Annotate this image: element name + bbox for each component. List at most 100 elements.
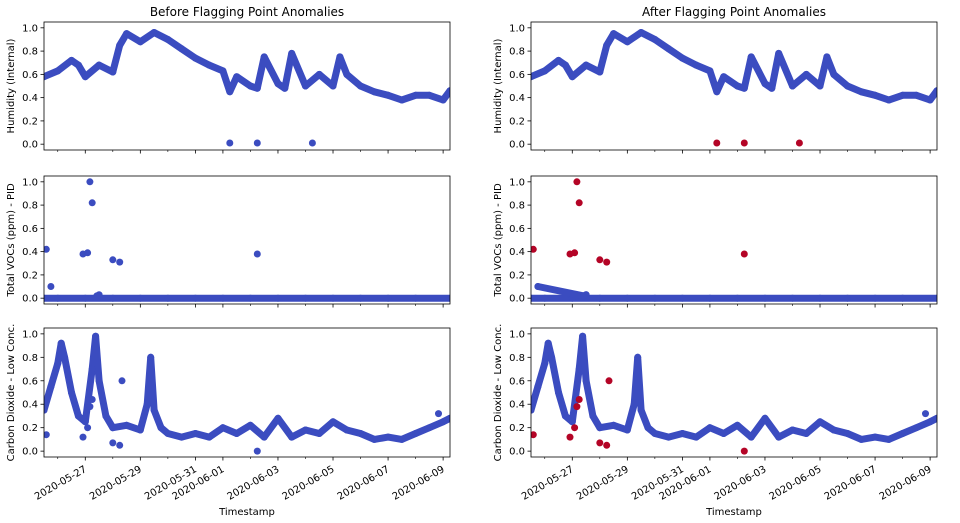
data-point bbox=[150, 29, 158, 36]
data-point bbox=[102, 412, 110, 420]
data-point bbox=[384, 294, 392, 302]
anomaly-point bbox=[86, 403, 94, 411]
anomaly-point bbox=[226, 139, 234, 147]
data-point bbox=[548, 353, 556, 361]
data-point bbox=[164, 294, 172, 302]
anomaly-point bbox=[109, 256, 117, 264]
data-point bbox=[44, 73, 48, 81]
anomaly-point bbox=[88, 199, 96, 207]
data-point bbox=[302, 82, 309, 90]
x-tick-label: 2020-06-07 bbox=[336, 464, 392, 503]
data-point bbox=[74, 412, 82, 420]
data-point bbox=[205, 433, 213, 441]
y-axis-label: Carbon Dioxide - Low Conc. bbox=[6, 324, 17, 462]
data-point bbox=[899, 91, 907, 99]
data-point bbox=[246, 82, 254, 90]
data-point bbox=[274, 80, 282, 88]
data-point bbox=[398, 435, 406, 443]
y-tick-label: 0.2 bbox=[22, 423, 38, 434]
series-group bbox=[44, 178, 450, 302]
data-point bbox=[747, 433, 755, 441]
data-point bbox=[568, 73, 576, 81]
data-point bbox=[678, 294, 686, 302]
data-point bbox=[830, 70, 838, 78]
data-point bbox=[109, 424, 117, 432]
data-point bbox=[439, 418, 447, 426]
data-point bbox=[109, 68, 117, 76]
data-point bbox=[761, 80, 769, 88]
y-tick-label: 0.4 bbox=[509, 400, 525, 411]
data-point bbox=[665, 433, 673, 441]
series-group bbox=[531, 29, 937, 147]
y-tick-label: 0.2 bbox=[509, 270, 525, 281]
y-tick-label: 0.4 bbox=[509, 93, 525, 104]
anomaly-point bbox=[531, 431, 537, 439]
y-tick-label: 0.0 bbox=[509, 447, 525, 458]
anomaly-point bbox=[573, 178, 581, 186]
data-point bbox=[802, 70, 810, 78]
data-point bbox=[191, 294, 199, 302]
anomaly-point bbox=[605, 377, 613, 385]
data-point bbox=[123, 421, 131, 429]
data-point bbox=[274, 414, 282, 422]
anomaly-point bbox=[44, 245, 50, 253]
data-point bbox=[634, 353, 642, 361]
y-tick-label: 0.2 bbox=[22, 116, 38, 127]
data-point bbox=[720, 73, 728, 81]
data-point bbox=[582, 291, 590, 299]
anomaly-point bbox=[84, 424, 92, 432]
data-point bbox=[534, 383, 542, 391]
y-tick-label: 0.8 bbox=[22, 47, 38, 58]
data-point bbox=[147, 353, 155, 361]
data-point bbox=[274, 294, 282, 302]
data-point bbox=[95, 377, 103, 385]
anomaly-point bbox=[573, 403, 581, 411]
data-point bbox=[637, 29, 645, 36]
data-point bbox=[899, 294, 907, 302]
data-point bbox=[747, 53, 755, 61]
data-point bbox=[637, 406, 645, 414]
y-tick-label: 0.6 bbox=[509, 376, 525, 387]
data-point bbox=[315, 430, 323, 437]
anomaly-point bbox=[603, 441, 611, 449]
y-tick-label: 1.0 bbox=[509, 177, 525, 188]
data-point bbox=[109, 294, 117, 302]
data-point bbox=[398, 96, 406, 104]
chart-title: After Flagging Point Anomalies bbox=[642, 5, 826, 19]
y-tick-label: 0.0 bbox=[22, 294, 38, 305]
anomaly-point bbox=[713, 139, 721, 147]
data-point bbox=[789, 82, 796, 90]
x-tick-label: 2020-05-27 bbox=[33, 464, 89, 503]
data-point bbox=[926, 96, 934, 104]
data-point bbox=[544, 339, 552, 347]
data-point bbox=[412, 430, 420, 437]
data-point bbox=[178, 45, 186, 53]
subplot-3: 0.0 0.2 0.4 0.6 0.8 1.0 Total VOCs (ppm) - PID bbox=[6, 175, 451, 308]
anomaly-point bbox=[88, 396, 96, 403]
anomaly-point bbox=[740, 139, 748, 147]
data-point bbox=[740, 84, 748, 92]
data-point bbox=[561, 412, 569, 420]
data-point bbox=[706, 294, 714, 302]
anomaly-point bbox=[575, 396, 583, 403]
y-tick-label: 0.6 bbox=[509, 224, 525, 235]
data-point bbox=[706, 67, 714, 75]
data-point bbox=[288, 49, 296, 57]
data-point bbox=[589, 412, 597, 420]
data-point bbox=[425, 424, 433, 432]
data-point bbox=[123, 30, 131, 38]
data-point bbox=[288, 433, 296, 441]
axes-frame bbox=[43, 327, 451, 458]
data-point bbox=[370, 435, 378, 443]
y-tick-label: 0.8 bbox=[509, 201, 525, 212]
y-tick-label: 0.6 bbox=[509, 70, 525, 81]
data-point bbox=[191, 430, 199, 437]
data-point bbox=[706, 424, 714, 432]
series-line bbox=[531, 332, 937, 443]
y-tick-label: 1.0 bbox=[509, 329, 525, 340]
data-point bbox=[260, 53, 268, 61]
anomaly-point bbox=[109, 439, 117, 447]
data-point bbox=[561, 61, 569, 69]
data-point bbox=[844, 430, 851, 437]
